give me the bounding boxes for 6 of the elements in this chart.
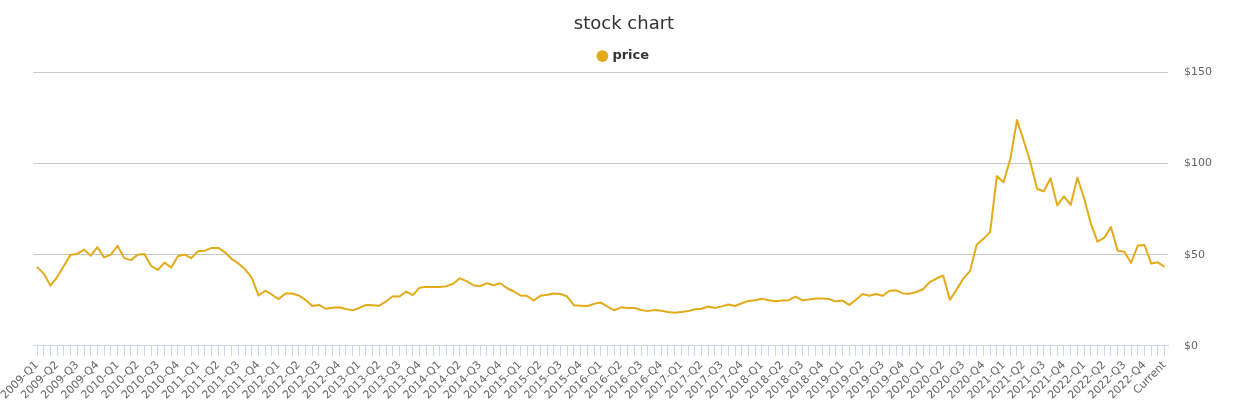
- y-tick-label: $0: [1184, 338, 1199, 352]
- y-tick-label: $100: [1184, 156, 1213, 170]
- y-tick-label: $150: [1184, 65, 1213, 79]
- chart-title: stock chart: [573, 12, 675, 34]
- y-tick-label: $50: [1184, 247, 1206, 261]
- legend-label: price: [612, 47, 650, 63]
